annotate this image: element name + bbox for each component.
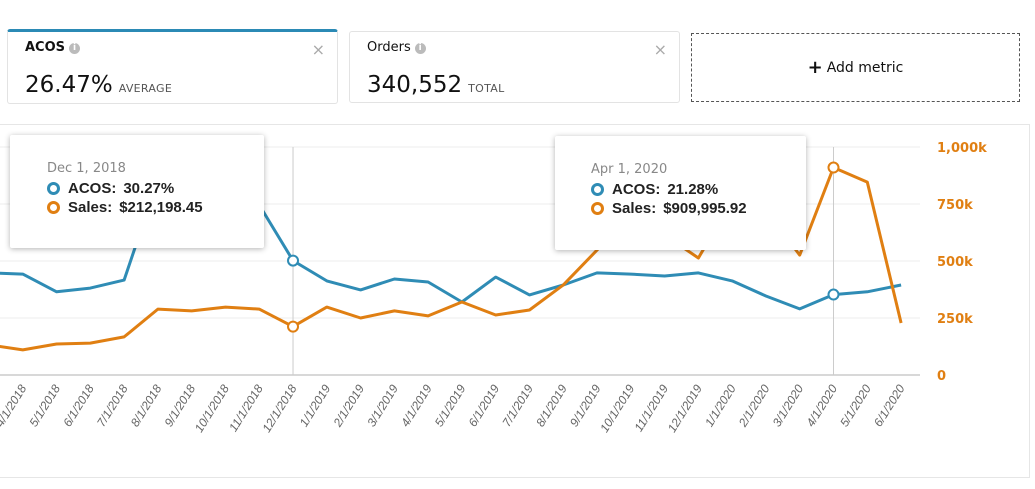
x-axis-tick-label: 7/1/2019 [499,382,536,429]
close-icon[interactable]: × [311,40,325,59]
data-point-sales [827,161,840,174]
metric-card-orders[interactable]: Orders i × 340,552 TOTAL [349,31,680,103]
tooltip-dec-2018: Dec 1, 2018 ACOS: 30.27% Sales: $212,198.4… [10,135,264,248]
x-axis-tick-label: 6/1/2020 [871,382,908,429]
x-axis-tick-label: 3/1/2020 [770,382,807,429]
info-icon[interactable]: i [69,43,81,54]
x-axis-tick-label: 5/1/2018 [26,382,63,429]
x-axis-tick-label: 5/1/2020 [837,382,874,429]
x-axis-tick-label: 6/1/2019 [466,382,503,429]
right-axis-tick-label: 1,000k [937,141,987,156]
x-axis-tick-label: 7/1/2018 [94,382,131,429]
metric-value: 26.47% AVERAGE [25,72,173,98]
data-point-acos [287,254,300,267]
sales-dot-icon [47,201,60,214]
x-axis-tick-label: 9/1/2019 [567,382,604,429]
right-axis-tick-label: 250k [937,312,973,327]
data-point-acos [827,288,840,301]
data-point-sales [287,320,300,333]
metric-card-acos[interactable]: ACOS i × 26.47% AVERAGE [7,29,338,104]
x-axis-tick-label: 4/1/2018 [0,382,29,429]
x-axis-tick-label: 6/1/2018 [60,382,97,429]
right-axis-tick-label: 500k [937,255,973,270]
close-icon[interactable]: × [653,40,667,59]
x-axis-tick-label: 2/1/2020 [735,382,772,430]
add-metric-button[interactable]: + Add metric [691,33,1020,102]
tooltip-apr-2020: Apr 1, 2020 ACOS: 21.28% Sales: $909,995.9… [555,136,806,250]
plus-icon: + [807,57,823,78]
acos-dot-icon [591,183,604,196]
x-axis-tick-label: 4/1/2020 [803,382,840,429]
metric-value: 340,552 TOTAL [367,72,505,98]
acos-dot-icon [47,182,60,195]
info-icon[interactable]: i [414,43,426,54]
x-axis-tick-label: 2/1/2019 [330,382,367,430]
sales-dot-icon [591,202,604,215]
x-axis-tick-label: 4/1/2019 [398,382,435,429]
x-axis-tick-label: 1/1/2020 [702,382,739,429]
right-axis-tick-label: 750k [937,198,973,213]
x-axis-tick-label: 1/1/2019 [297,382,334,429]
x-axis-tick-label: 8/1/2019 [533,382,570,429]
metric-title: ACOS i [25,40,81,55]
chart-panel [0,124,1030,478]
x-axis-tick-label: 8/1/2018 [128,382,165,429]
x-axis-tick-label: 3/1/2019 [364,382,401,429]
x-axis-tick-label: 5/1/2019 [432,382,469,429]
metric-title: Orders i [367,40,426,55]
right-axis-tick-label: 0 [937,369,946,384]
x-axis-tick-label: 9/1/2018 [162,382,199,429]
